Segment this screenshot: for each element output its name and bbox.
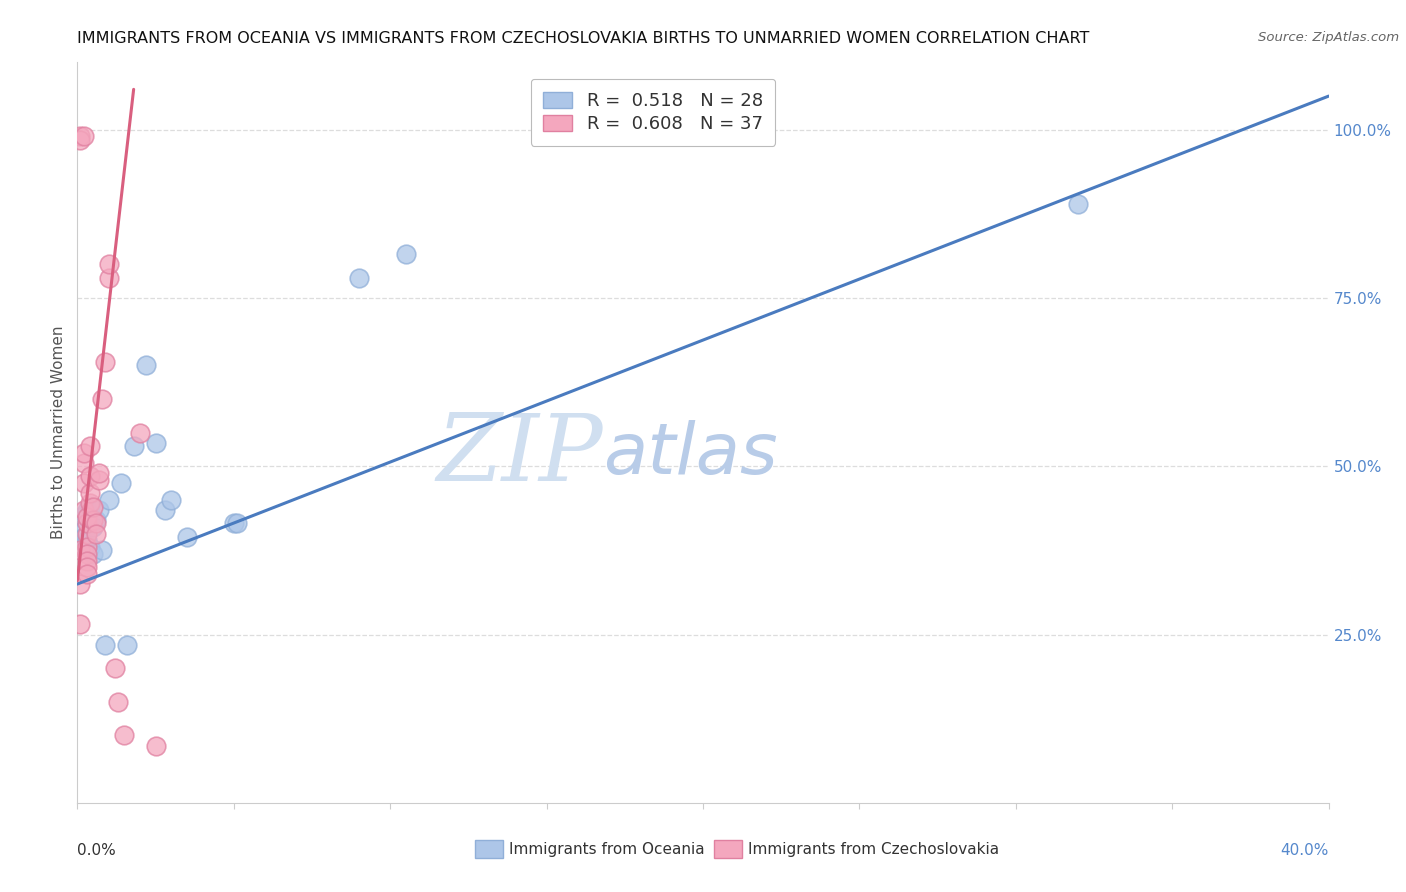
Point bbox=[89, 503, 111, 517]
Point bbox=[72, 476, 94, 491]
Point bbox=[135, 359, 157, 373]
Point bbox=[72, 503, 94, 517]
Legend: R =  0.518   N = 28, R =  0.608   N = 37: R = 0.518 N = 28, R = 0.608 N = 37 bbox=[530, 78, 775, 146]
Point bbox=[97, 270, 120, 285]
Point bbox=[76, 547, 98, 561]
Point bbox=[76, 533, 98, 548]
Text: atlas: atlas bbox=[603, 420, 778, 490]
Point bbox=[79, 469, 101, 483]
Point bbox=[82, 500, 104, 514]
Point bbox=[94, 638, 117, 652]
Point bbox=[69, 129, 91, 144]
Point bbox=[79, 439, 101, 453]
Point bbox=[76, 516, 98, 531]
Point bbox=[72, 129, 94, 144]
Point bbox=[76, 509, 98, 524]
Point bbox=[97, 257, 120, 271]
Point bbox=[69, 577, 91, 591]
Point bbox=[79, 540, 101, 554]
Point bbox=[69, 617, 91, 632]
Point bbox=[89, 473, 111, 487]
Point bbox=[176, 530, 198, 544]
Point bbox=[1067, 196, 1090, 211]
Point bbox=[91, 543, 114, 558]
Text: ZIP: ZIP bbox=[436, 409, 603, 500]
Point bbox=[82, 520, 104, 534]
Point bbox=[225, 516, 247, 531]
Point bbox=[69, 543, 91, 558]
Text: 0.0%: 0.0% bbox=[77, 843, 117, 858]
Point bbox=[76, 560, 98, 574]
Point bbox=[160, 492, 183, 507]
Point bbox=[222, 516, 245, 531]
Point bbox=[76, 553, 98, 567]
Point bbox=[89, 466, 111, 480]
Text: Immigrants from Czechoslovakia: Immigrants from Czechoslovakia bbox=[748, 842, 1000, 856]
Y-axis label: Births to Unmarried Women: Births to Unmarried Women bbox=[51, 326, 66, 540]
Point bbox=[69, 133, 91, 147]
Point bbox=[153, 503, 176, 517]
Point bbox=[76, 566, 98, 581]
Point bbox=[79, 496, 101, 510]
Point bbox=[84, 526, 107, 541]
Point bbox=[82, 513, 104, 527]
Point bbox=[117, 638, 139, 652]
Text: Source: ZipAtlas.com: Source: ZipAtlas.com bbox=[1258, 31, 1399, 45]
Point bbox=[76, 526, 98, 541]
Point bbox=[79, 516, 101, 531]
Point bbox=[69, 509, 91, 524]
Point bbox=[94, 355, 117, 369]
Point bbox=[72, 523, 94, 537]
Point bbox=[76, 540, 98, 554]
Text: IMMIGRANTS FROM OCEANIA VS IMMIGRANTS FROM CZECHOSLOVAKIA BIRTHS TO UNMARRIED WO: IMMIGRANTS FROM OCEANIA VS IMMIGRANTS FR… bbox=[77, 31, 1090, 46]
Point bbox=[84, 516, 107, 531]
Point bbox=[112, 729, 135, 743]
Text: 40.0%: 40.0% bbox=[1281, 843, 1329, 858]
Point bbox=[91, 392, 114, 406]
Point bbox=[72, 456, 94, 470]
Point bbox=[84, 513, 107, 527]
Point bbox=[395, 247, 418, 261]
Point bbox=[145, 435, 167, 450]
Point bbox=[72, 530, 94, 544]
Point bbox=[122, 439, 145, 453]
Point bbox=[79, 500, 101, 514]
Point bbox=[347, 270, 370, 285]
Point bbox=[76, 503, 98, 517]
Point bbox=[104, 661, 127, 675]
Point bbox=[129, 425, 152, 440]
Text: Immigrants from Oceania: Immigrants from Oceania bbox=[509, 842, 704, 856]
Point bbox=[97, 492, 120, 507]
Point bbox=[79, 486, 101, 500]
Point bbox=[82, 547, 104, 561]
Point bbox=[107, 695, 129, 709]
Point bbox=[110, 476, 132, 491]
Point bbox=[145, 739, 167, 753]
Point bbox=[72, 446, 94, 460]
